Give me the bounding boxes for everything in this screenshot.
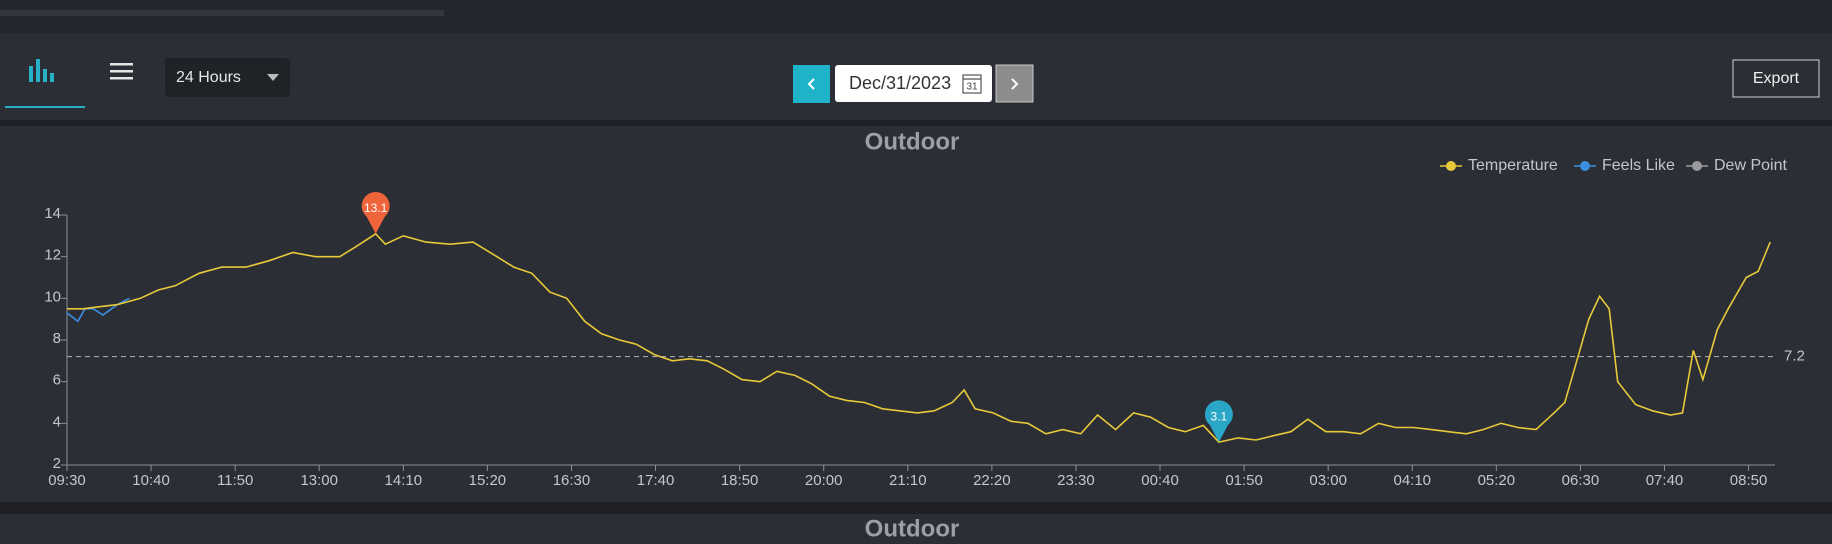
x-tick-label: 11:50 bbox=[217, 472, 253, 489]
x-tick-label: 00:40 bbox=[1141, 472, 1179, 489]
y-tick-label: 10 bbox=[44, 288, 61, 305]
x-tick-label: 21:10 bbox=[889, 472, 927, 489]
dropdown-box bbox=[165, 58, 290, 97]
x-tick-label: 01:50 bbox=[1225, 472, 1263, 489]
x-tick-label: 06:30 bbox=[1562, 472, 1600, 489]
date-text: Dec/31/2023 bbox=[849, 73, 951, 93]
separator bbox=[0, 120, 1832, 126]
x-tick-label: 23:30 bbox=[1057, 472, 1095, 489]
button-bg bbox=[995, 64, 1034, 103]
y-tick-label: 14 bbox=[44, 205, 61, 222]
x-tick-label: 20:00 bbox=[805, 472, 843, 489]
scroll-track bbox=[0, 10, 444, 16]
prev-day-button[interactable] bbox=[793, 65, 830, 103]
y-tick-label: 12 bbox=[44, 247, 61, 264]
active-underline bbox=[5, 106, 85, 108]
marker-pin bbox=[361, 192, 390, 234]
separator bbox=[0, 502, 1832, 514]
y-tick-label: 4 bbox=[53, 413, 61, 430]
x-tick-label: 05:20 bbox=[1478, 472, 1516, 489]
legend-item: Temperature bbox=[1440, 157, 1558, 174]
x-tick-label: 22:20 bbox=[973, 472, 1011, 489]
date-box bbox=[835, 65, 992, 102]
marker-pin bbox=[1204, 400, 1233, 443]
legend-label: Temperature bbox=[1468, 157, 1558, 174]
arrow-left bbox=[807, 78, 815, 90]
legend-swatch bbox=[1692, 161, 1702, 171]
calendar-day: 31 bbox=[966, 82, 978, 93]
marker-label: 3.1 bbox=[1211, 409, 1228, 423]
x-tick-label: 07:40 bbox=[1646, 472, 1684, 489]
marker-label: 13.1 bbox=[364, 201, 388, 215]
icon-bar bbox=[43, 69, 47, 82]
x-tick-label: 08:50 bbox=[1730, 472, 1768, 489]
y-tick-label: 6 bbox=[53, 372, 61, 389]
button-bg bbox=[793, 65, 830, 103]
button-label: Export bbox=[1753, 70, 1800, 87]
x-tick-label: 17:40 bbox=[637, 472, 675, 489]
icon-bar bbox=[50, 73, 54, 82]
arrow-right bbox=[1011, 78, 1019, 90]
chart-panel bbox=[0, 126, 1832, 502]
y-tick-label: 2 bbox=[53, 455, 61, 472]
average-label: 7.2 bbox=[1784, 348, 1805, 365]
y-tick-label: 8 bbox=[53, 330, 61, 347]
dropdown-caret bbox=[267, 74, 279, 81]
icon-line bbox=[110, 77, 133, 80]
export-button[interactable]: Export bbox=[1732, 59, 1820, 98]
legend-item: Feels Like bbox=[1574, 157, 1675, 174]
date-picker[interactable]: Dec/31/2023 31 bbox=[835, 65, 992, 102]
x-tick-label: 13:00 bbox=[300, 472, 338, 489]
range-dropdown[interactable]: 24 Hours bbox=[165, 58, 290, 97]
icon-bar bbox=[29, 66, 33, 82]
x-tick-label: 09:30 bbox=[48, 472, 86, 489]
x-tick-label: 10:40 bbox=[132, 472, 170, 489]
panel-title: Outdoor bbox=[865, 515, 960, 542]
x-tick-label: 16:30 bbox=[553, 472, 591, 489]
legend-swatch bbox=[1446, 161, 1456, 171]
icon-line bbox=[110, 70, 133, 73]
button-border bbox=[1732, 59, 1820, 98]
dropdown-label: 24 Hours bbox=[176, 69, 241, 86]
legend-label: Feels Like bbox=[1602, 157, 1675, 174]
x-tick-label: 14:10 bbox=[385, 472, 423, 489]
chart-view-button[interactable] bbox=[5, 59, 85, 108]
legend-item: Dew Point bbox=[1686, 157, 1787, 174]
legend-swatch bbox=[1580, 161, 1590, 171]
icon-bar bbox=[36, 59, 40, 82]
x-tick-label: 15:20 bbox=[469, 472, 507, 489]
next-day-button[interactable] bbox=[995, 64, 1034, 103]
chart-title: Outdoor bbox=[865, 128, 960, 155]
series-line bbox=[67, 232, 1771, 443]
list-view-button[interactable] bbox=[110, 63, 133, 80]
x-tick-label: 04:10 bbox=[1393, 472, 1431, 489]
calendar-icon bbox=[962, 74, 982, 94]
next-panel bbox=[0, 514, 1832, 544]
legend-label: Dew Point bbox=[1714, 157, 1787, 174]
x-tick-label: 03:00 bbox=[1309, 472, 1347, 489]
icon-line bbox=[110, 63, 133, 66]
top-bar bbox=[0, 0, 1832, 33]
x-tick-label: 18:50 bbox=[721, 472, 759, 489]
